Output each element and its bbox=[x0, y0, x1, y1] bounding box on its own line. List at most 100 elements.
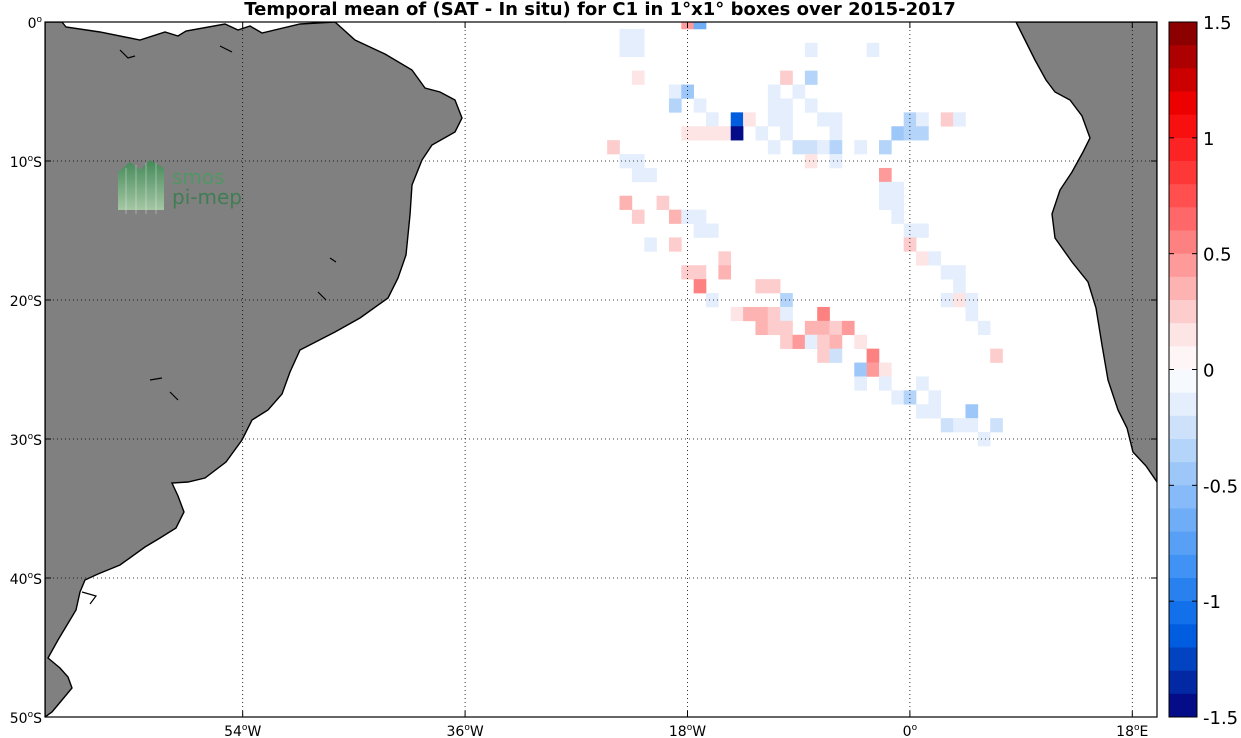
data-cell bbox=[916, 376, 929, 391]
colorbar-segment bbox=[1169, 601, 1197, 625]
data-cell bbox=[706, 293, 719, 308]
data-cell bbox=[854, 334, 867, 349]
data-cell bbox=[953, 293, 966, 308]
data-cell bbox=[866, 348, 880, 363]
data-cell bbox=[718, 251, 732, 266]
data-cell bbox=[891, 126, 905, 141]
data-cell bbox=[644, 167, 657, 183]
colorbar-segment bbox=[1169, 693, 1197, 718]
colorbar-segment bbox=[1169, 114, 1197, 139]
data-cell bbox=[916, 126, 929, 141]
data-cell bbox=[879, 181, 892, 197]
logo-line2: pi-mep bbox=[172, 185, 242, 209]
data-cell bbox=[829, 320, 843, 336]
data-cell bbox=[730, 126, 744, 141]
cells-layer bbox=[607, 22, 1003, 447]
data-cell bbox=[879, 376, 892, 391]
africa-land bbox=[1015, 22, 1157, 484]
coastline-details bbox=[81, 45, 337, 605]
data-cell bbox=[767, 98, 781, 113]
data-cell bbox=[990, 418, 1003, 433]
lat-tick-label: 40oS bbox=[10, 571, 42, 588]
data-cell bbox=[668, 98, 682, 113]
data-cell bbox=[780, 320, 793, 336]
data-cell bbox=[841, 320, 855, 336]
colorbar-segment bbox=[1169, 670, 1197, 695]
data-cell bbox=[903, 126, 917, 141]
data-cell bbox=[891, 181, 905, 197]
colorbar-segment bbox=[1169, 647, 1197, 672]
data-cell bbox=[693, 223, 707, 238]
data-cell bbox=[854, 376, 867, 391]
data-cell bbox=[619, 195, 633, 210]
data-cell bbox=[693, 265, 707, 280]
data-cell bbox=[631, 209, 645, 224]
data-cell bbox=[916, 251, 929, 266]
data-cell bbox=[780, 126, 793, 141]
data-cell bbox=[940, 265, 954, 280]
data-cell bbox=[891, 195, 905, 210]
data-cell bbox=[903, 112, 917, 127]
data-cell bbox=[829, 126, 843, 141]
data-cell bbox=[693, 22, 707, 30]
data-cell bbox=[767, 84, 781, 99]
colorbar-tick-label: -0.5 bbox=[1203, 476, 1238, 497]
data-cell bbox=[977, 432, 991, 447]
colorbar-segment bbox=[1169, 508, 1197, 533]
data-cell bbox=[990, 348, 1003, 363]
lon-tick-label: 36oW bbox=[446, 723, 483, 738]
data-cell bbox=[965, 404, 979, 419]
data-cell bbox=[817, 320, 830, 336]
map-title: Temporal mean of (SAT - In situ) for C1 … bbox=[244, 0, 956, 20]
lon-tick-label: 0o bbox=[903, 723, 918, 738]
colorbar-segment bbox=[1169, 300, 1197, 324]
data-cell bbox=[916, 223, 929, 238]
data-cell bbox=[706, 126, 719, 141]
colorbar-segment bbox=[1169, 392, 1197, 417]
data-cell bbox=[693, 98, 707, 113]
data-cell bbox=[879, 195, 892, 210]
data-cell bbox=[644, 237, 657, 252]
data-cell bbox=[631, 154, 645, 169]
data-cell bbox=[718, 265, 732, 280]
data-cell bbox=[829, 140, 843, 155]
data-cell bbox=[953, 112, 966, 127]
data-cell bbox=[668, 209, 682, 224]
data-cell bbox=[940, 112, 954, 127]
colorbar-segment bbox=[1169, 531, 1197, 556]
data-cell bbox=[879, 140, 892, 155]
data-cell bbox=[866, 42, 880, 58]
data-cell bbox=[656, 195, 670, 210]
colorbar-segment bbox=[1169, 207, 1197, 231]
data-cell bbox=[780, 70, 793, 85]
data-cell bbox=[879, 167, 892, 183]
map-frame bbox=[44, 21, 1158, 718]
data-cell bbox=[817, 306, 830, 322]
data-cell bbox=[792, 140, 806, 155]
data-cell bbox=[607, 140, 620, 155]
lat-tick-label: 50oS bbox=[10, 710, 42, 727]
data-cell bbox=[928, 251, 942, 266]
colorbar-segment bbox=[1169, 624, 1197, 648]
data-cell bbox=[903, 390, 917, 405]
data-cell bbox=[631, 28, 645, 44]
colorbar-segment bbox=[1169, 161, 1197, 185]
data-cell bbox=[804, 70, 818, 85]
colorbar: 1.5 1 0.5 0 -0.5 -1 -1.5 bbox=[1168, 13, 1238, 729]
wave-logo-icon bbox=[118, 160, 164, 214]
data-cell bbox=[681, 84, 694, 99]
data-cell bbox=[730, 306, 744, 322]
data-cell bbox=[953, 265, 966, 280]
data-cell bbox=[965, 418, 979, 433]
data-cell bbox=[829, 154, 843, 169]
data-cell bbox=[817, 112, 830, 127]
data-cell bbox=[780, 98, 793, 113]
colorbar-segment bbox=[1169, 415, 1197, 440]
data-cell bbox=[767, 320, 781, 336]
colorbar-tick-label: -1 bbox=[1203, 592, 1221, 613]
data-cell bbox=[879, 362, 892, 377]
colorbar-tick-label: 0 bbox=[1203, 361, 1214, 382]
colorbar-segment bbox=[1169, 554, 1197, 579]
data-cell bbox=[631, 167, 645, 183]
